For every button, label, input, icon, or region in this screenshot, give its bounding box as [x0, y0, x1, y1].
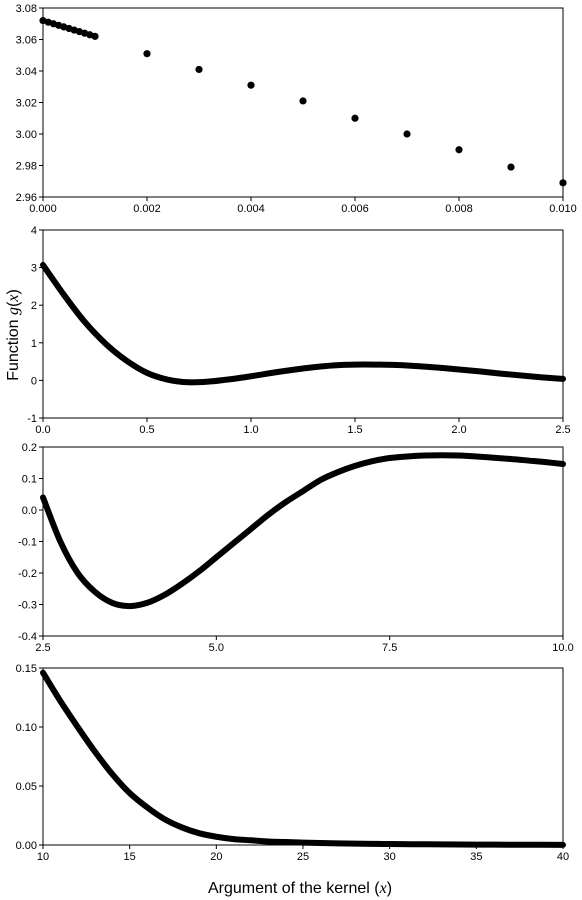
x-tick-label: 10.0: [552, 642, 573, 654]
data-point: [91, 32, 99, 40]
x-axis-title-suffix: ): [387, 880, 392, 897]
series-line: [40, 452, 566, 610]
data-point: [559, 179, 567, 187]
y-tick-label: -1: [27, 413, 37, 425]
x-tick-label: 40: [557, 851, 569, 863]
x-tick-label: 35: [470, 851, 482, 863]
plot-frame: [42, 229, 564, 419]
x-tick-label: 0.006: [341, 203, 369, 215]
x-tick-label: 0.5: [139, 424, 154, 436]
x-tick-label: 1.5: [347, 424, 362, 436]
chart-panels: 0.000 0.002 0.004 0.006 0.008 0.0102.962.983.…: [16, 3, 577, 863]
x-tick-label: 15: [124, 851, 136, 863]
y-tick-label: -0.1: [18, 537, 37, 549]
x-tick-label: 5.0: [209, 642, 224, 654]
y-tick-label: 3.06: [16, 35, 37, 47]
plot-frame: [42, 667, 564, 846]
y-tick-label: 3.02: [16, 98, 37, 110]
x-tick-label: 2.5: [35, 642, 50, 654]
x-tick-label: 0.008: [445, 203, 473, 215]
y-axis-title-open: (: [5, 301, 22, 307]
y-tick-label: 0: [31, 375, 37, 387]
y-tick-label: 3.04: [16, 66, 37, 78]
y-tick-label: 0.15: [16, 663, 37, 675]
x-tick-label: 0.0: [35, 424, 50, 436]
y-tick-label: 3: [31, 263, 37, 275]
x-axis-title-variable: x: [379, 880, 387, 897]
y-axis-title-prefix: Function: [5, 315, 22, 381]
y-tick-label: 1: [31, 338, 37, 350]
y-tick-label: 2.98: [16, 161, 37, 173]
chart-panel-2: 0.0 0.5 1.0 1.5 2.0 2.5 -1 0 1 2 3 4: [27, 225, 570, 436]
y-tick-label: -0.4: [18, 631, 37, 643]
y-tick-label: 0.00: [16, 840, 37, 852]
y-tick-label: 4: [31, 225, 37, 237]
y-tick-label: 2: [31, 300, 37, 312]
y-axis-title-close: ): [5, 289, 22, 294]
y-tick-label: 0.05: [16, 781, 37, 793]
y-tick-label: 3.08: [16, 3, 37, 15]
x-tick-label: 30: [384, 851, 396, 863]
data-point: [403, 130, 411, 138]
data-point: [455, 146, 463, 154]
x-tick-label: 10: [37, 851, 49, 863]
y-axis-title-argument: x: [5, 295, 22, 303]
chart-panel-1: 0.000 0.002 0.004 0.006 0.008 0.010 2.96 2.98 3.…: [16, 3, 577, 215]
data-point: [195, 65, 203, 74]
x-tick-label: 0.010: [549, 203, 577, 215]
x-tick-label: 1.0: [243, 424, 258, 436]
y-axis-title-function: g: [5, 307, 22, 315]
y-tick-label: -0.3: [18, 600, 37, 612]
chart-panel-3: 2.5 5.0 7.5 10.0 -0.4 -0.3 -0.2 -0.1 0.0 0.1 0.2: [18, 442, 574, 654]
y-tick-label: 0.0: [22, 505, 37, 517]
x-axis-title: Argument of the kernel (x): [208, 880, 392, 897]
y-tick-label: 0.1: [22, 474, 37, 486]
chart-panel-4: 10 15 20 25 30 35 40 0.00 0.05 0.10 0.15: [16, 663, 570, 863]
series-line: [40, 261, 566, 386]
data-point: [507, 163, 515, 171]
x-axis-title-prefix: Argument of the kernel (: [208, 880, 380, 897]
x-tick-label: 2.5: [555, 424, 570, 436]
data-point: [247, 81, 255, 89]
y-tick-label: 0.2: [22, 442, 37, 454]
x-tick-label: 7.5: [382, 642, 397, 654]
y-tick-label: -0.2: [18, 568, 37, 580]
x-tick-label: 2.0: [451, 424, 466, 436]
x-tick-label: 25: [297, 851, 309, 863]
x-tick-label: 0.000: [29, 203, 57, 215]
data-point: [299, 97, 307, 105]
x-tick-label: 20: [210, 851, 222, 863]
data-point: [143, 50, 151, 58]
y-tick-label: 2.96: [16, 192, 37, 204]
data-point: [351, 114, 359, 122]
series-line: [40, 669, 566, 848]
y-tick-label: 3.00: [16, 129, 37, 141]
x-tick-label: 0.004: [237, 203, 265, 215]
y-axis-title: Function g(x): [5, 289, 22, 381]
x-tick-label: 0.002: [133, 203, 161, 215]
y-tick-label: 0.10: [16, 722, 37, 734]
